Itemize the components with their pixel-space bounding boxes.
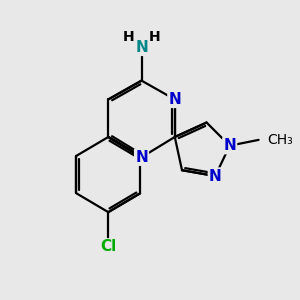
Text: CH₃: CH₃ (267, 133, 293, 147)
Text: N: N (209, 169, 222, 184)
Text: N: N (168, 92, 181, 107)
Text: H: H (123, 30, 134, 44)
Text: Cl: Cl (100, 239, 116, 254)
Text: H: H (149, 30, 161, 44)
Text: N: N (135, 40, 148, 55)
Text: N: N (223, 138, 236, 153)
Text: N: N (135, 150, 148, 165)
